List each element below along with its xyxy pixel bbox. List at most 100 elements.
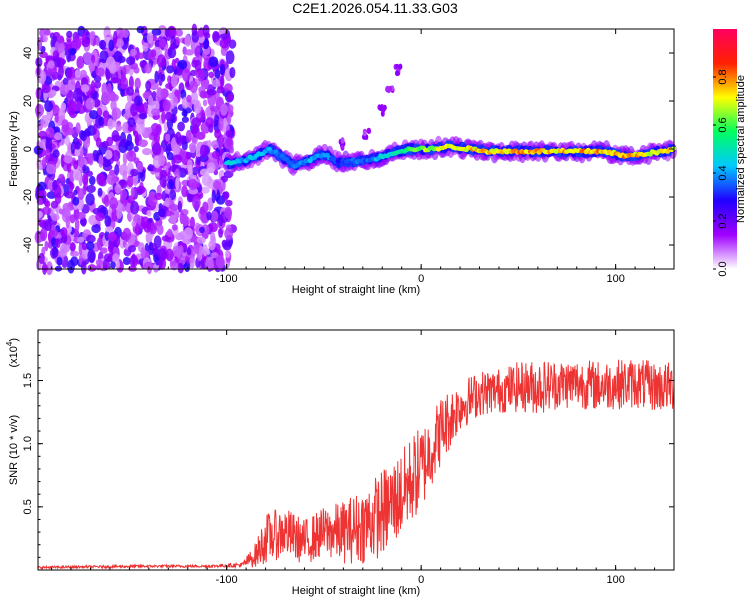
noise-blob (44, 100, 53, 112)
noise-blob (63, 207, 71, 219)
noise-blob (218, 228, 224, 238)
noise-blob (87, 264, 97, 272)
noise-blob (131, 220, 136, 228)
noise-blob (136, 185, 146, 194)
signal-core (324, 152, 330, 158)
noise-blob (89, 175, 96, 186)
noise-blob (168, 178, 174, 189)
noise-blob (192, 195, 201, 210)
noise-blob (191, 30, 200, 43)
noise-blob (177, 59, 188, 70)
noise-blob (161, 235, 171, 242)
noise-blob (79, 130, 85, 140)
y-tick-label: -20 (22, 189, 34, 205)
noise-blob (199, 168, 210, 177)
noise-blob (58, 173, 65, 182)
snr-scale-base: (x10 (8, 346, 20, 367)
noise-blob (161, 110, 166, 124)
faint-branch-blob (340, 144, 345, 151)
noise-blob (164, 111, 173, 121)
noise-blob (91, 70, 97, 79)
noise-blob (83, 51, 92, 65)
colorbar-tick-label: 0.2 (717, 213, 729, 228)
noise-blob (40, 227, 48, 242)
noise-blob (111, 107, 122, 120)
noise-blob (165, 248, 174, 262)
noise-blob (218, 117, 224, 131)
noise-blob (138, 139, 148, 148)
noise-blob (175, 177, 180, 190)
noise-blob (107, 118, 114, 130)
noise-blob (136, 25, 145, 34)
noise-blob (201, 109, 206, 122)
noise-blob (54, 40, 65, 54)
y-tick-label: 1.5 (22, 373, 34, 388)
noise-blob (86, 234, 96, 243)
noise-blob (202, 244, 208, 257)
noise-blob (128, 245, 136, 253)
noise-blob (227, 114, 232, 122)
noise-blob (208, 56, 219, 68)
noise-blob (181, 185, 188, 198)
noise-blob (47, 179, 54, 191)
noise-blob (79, 69, 87, 79)
noise-blob (109, 197, 118, 210)
noise-blob (85, 97, 95, 110)
noise-blob (201, 174, 212, 187)
noise-blob (211, 189, 216, 204)
noise-blob (74, 69, 81, 78)
noise-blob (96, 237, 103, 251)
noise-blob (104, 149, 113, 160)
noise-blob (126, 174, 134, 188)
noise-blob (110, 261, 116, 269)
noise-blob (79, 218, 87, 226)
noise-blob (52, 179, 58, 191)
noise-blob (211, 140, 219, 149)
noise-blob (71, 37, 81, 51)
noise-blob (164, 28, 170, 37)
noise-blob (142, 102, 149, 115)
noise-blob (50, 89, 57, 97)
noise-blob (184, 34, 191, 47)
noise-blob (153, 131, 160, 144)
noise-blob (106, 173, 117, 185)
noise-blob (158, 257, 167, 270)
noise-blob (122, 227, 132, 241)
noise-blob (143, 220, 152, 233)
noise-blob (101, 140, 109, 149)
noise-blob (95, 212, 105, 222)
noise-blob (208, 222, 219, 233)
noise-blob (37, 122, 43, 131)
noise-blob (135, 223, 140, 237)
noise-blob (109, 94, 119, 101)
noise-blob (210, 252, 219, 259)
noise-blob (171, 58, 176, 69)
faint-branch-blob (395, 70, 399, 77)
noise-blob (156, 87, 164, 101)
noise-blob (50, 224, 56, 231)
noise-blob (208, 123, 214, 133)
noise-blob (60, 102, 67, 111)
snr-x-label: Height of straight line (km) (292, 585, 420, 597)
noise-blob (192, 166, 199, 176)
noise-blob (167, 228, 173, 238)
noise-blob (130, 187, 135, 198)
noise-blob (227, 104, 234, 113)
noise-blob (203, 38, 210, 50)
noise-blob (104, 226, 114, 233)
noise-blob (89, 31, 94, 46)
noise-blob (45, 148, 51, 161)
noise-blob (219, 133, 224, 148)
faint-branch-blob (366, 127, 371, 134)
noise-blob (184, 49, 195, 56)
noise-blob (181, 110, 188, 117)
noise-blob (87, 249, 96, 263)
noise-blob (54, 132, 63, 141)
noise-blob (52, 50, 59, 60)
noise-blob (62, 77, 69, 86)
noise-blob (158, 38, 167, 48)
snr-panel: -100 0 100 0.5 1.0 1.5 Height of straight lin… (5, 329, 675, 597)
noise-blob (51, 247, 59, 258)
noise-blob (127, 117, 136, 128)
